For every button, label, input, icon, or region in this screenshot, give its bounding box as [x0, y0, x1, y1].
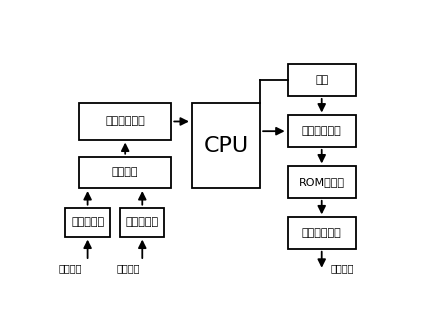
Text: 电压放大器: 电压放大器	[71, 217, 104, 227]
Text: ROM存储器: ROM存储器	[299, 177, 345, 187]
Bar	[120, 208, 164, 237]
Bar	[288, 65, 356, 96]
Text: 模拟开关: 模拟开关	[112, 167, 138, 177]
Text: 电压信号: 电压信号	[59, 263, 82, 273]
Bar	[65, 208, 110, 237]
Text: 电流放大器: 电流放大器	[126, 217, 159, 227]
Text: 数模转换模块: 数模转换模块	[302, 228, 342, 238]
Bar	[79, 103, 172, 140]
Text: 信号输出: 信号输出	[330, 263, 354, 273]
Text: 晶振: 晶振	[315, 75, 329, 85]
Bar	[192, 103, 260, 188]
Bar	[288, 115, 356, 147]
Bar	[288, 217, 356, 249]
Text: 模数转换模块: 模数转换模块	[105, 117, 145, 127]
Text: 频率综合电路: 频率综合电路	[302, 126, 342, 136]
Bar	[79, 157, 172, 188]
Bar	[288, 166, 356, 198]
Text: 电流信号: 电流信号	[117, 263, 140, 273]
Text: CPU: CPU	[203, 136, 249, 156]
